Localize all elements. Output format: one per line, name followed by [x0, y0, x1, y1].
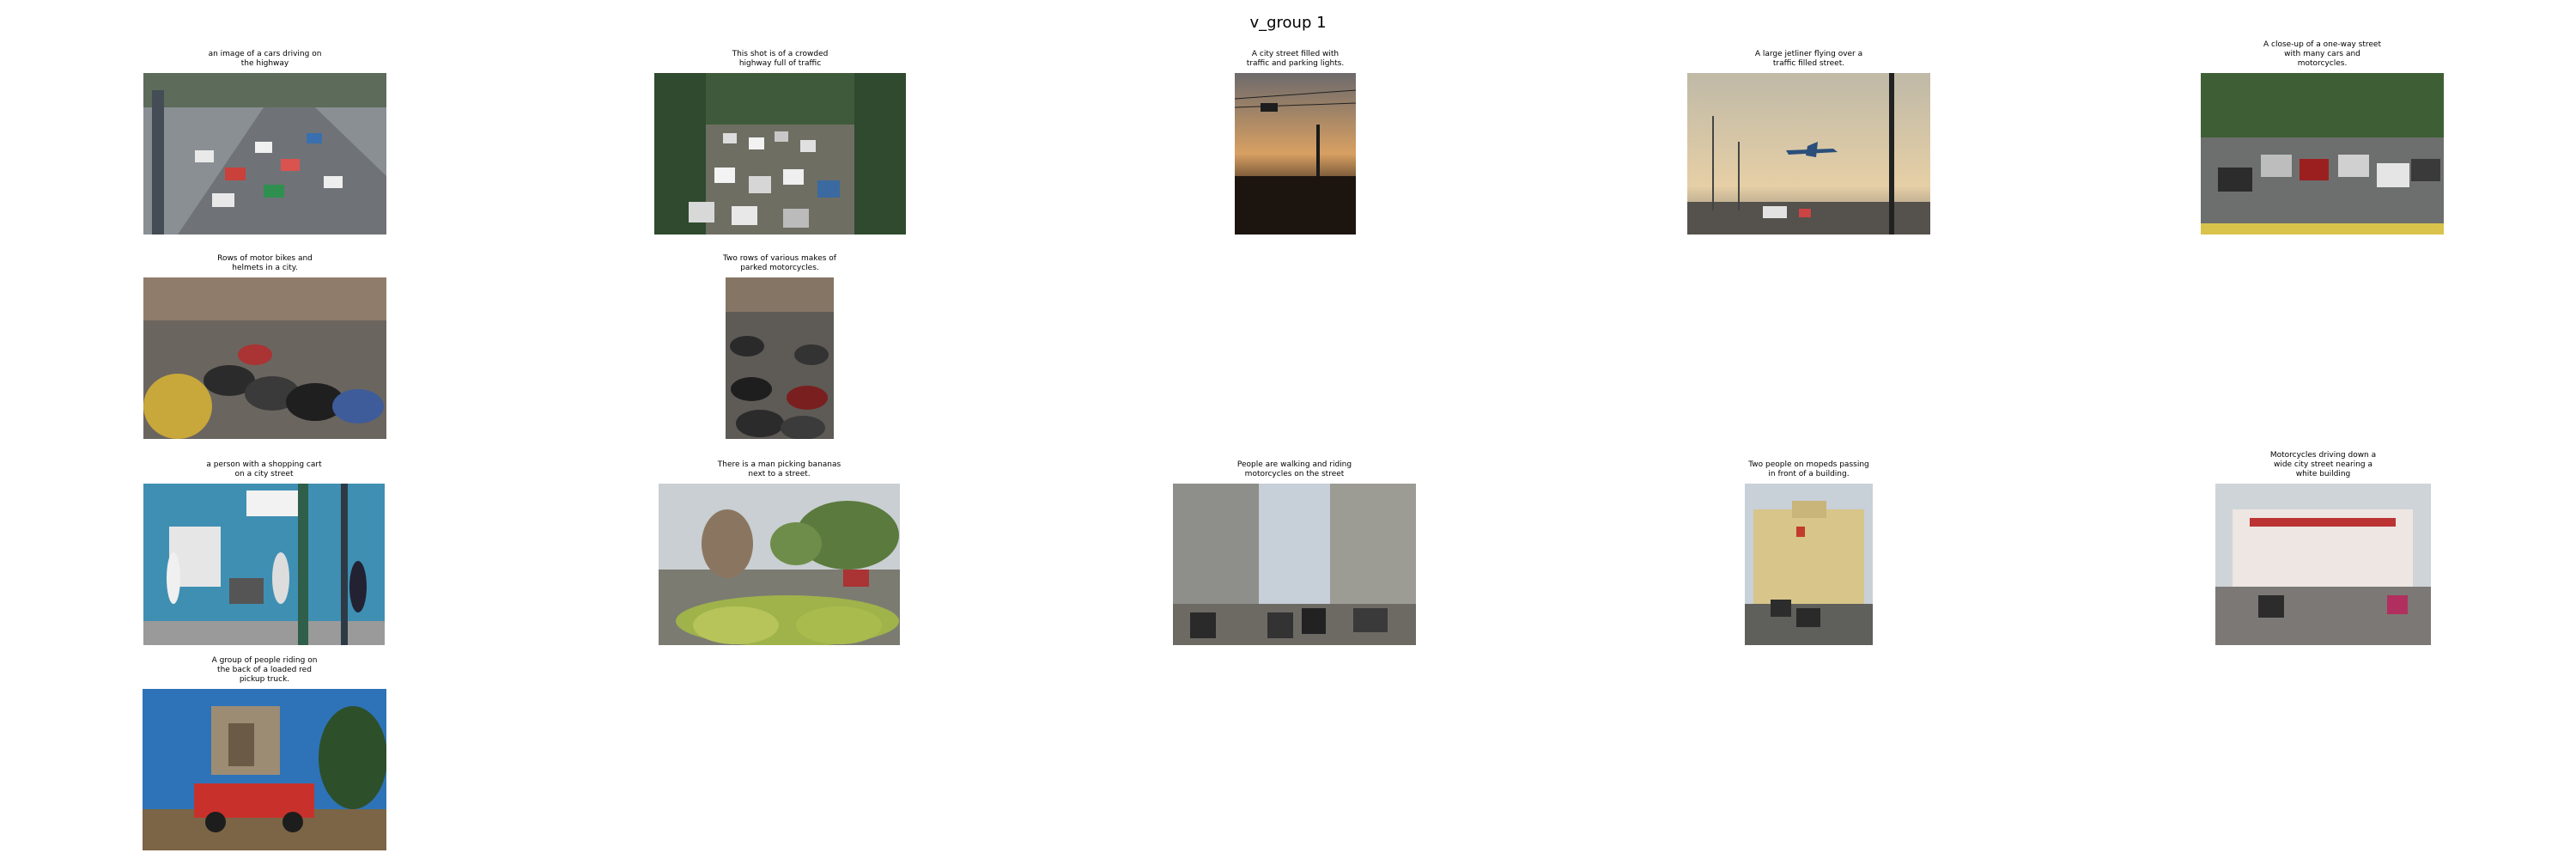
image-caption: A close-up of a one-way street with many… — [2263, 40, 2382, 68]
image-caption: A large jetliner flying over a traffic f… — [1754, 50, 1863, 68]
image-caption: an image of a cars driving on the highwa… — [208, 50, 322, 68]
crowded-highway-photo — [654, 73, 906, 235]
image-cell: A close-up of a one-way street with many… — [2201, 40, 2444, 235]
image-caption: Two rows of various makes of parked moto… — [723, 254, 836, 272]
image-cell: Two rows of various makes of parked moto… — [723, 254, 836, 439]
image-cell: Two people on mopeds passing in front of… — [1745, 460, 1873, 645]
image-caption: There is a man picking bananas next to a… — [717, 460, 841, 478]
image-caption: A city street filled with traffic and pa… — [1246, 50, 1345, 68]
image-cell: a person with a shopping cart on a city … — [143, 460, 385, 645]
image-cell: Rows of motor bikes and helmets in a cit… — [143, 254, 386, 439]
image-cell: an image of a cars driving on the highwa… — [143, 50, 386, 235]
red-pickup-truck-photo — [143, 689, 386, 850]
image-cell: A city street filled with traffic and pa… — [1235, 50, 1356, 235]
shopping-cart-street-photo — [143, 484, 385, 645]
one-way-street-photo — [2201, 73, 2444, 235]
image-caption: People are walking and riding motorcycle… — [1236, 460, 1352, 478]
motorcycle-street-photo — [1173, 484, 1416, 645]
white-building-street-photo — [2215, 484, 2431, 645]
image-caption: a person with a shopping cart on a city … — [206, 460, 322, 478]
parked-motorcycles-photo — [726, 277, 834, 439]
image-cell: People are walking and riding motorcycle… — [1173, 460, 1416, 645]
sunset-street-photo — [1235, 73, 1356, 235]
highway-traffic-photo — [143, 73, 386, 235]
figure-title: v_group 1 — [1249, 14, 1327, 32]
image-cell: This shot is of a crowded highway full o… — [654, 50, 906, 235]
image-caption: A group of people riding on the back of … — [211, 656, 318, 684]
jetliner-street-photo — [1687, 73, 1930, 235]
image-cell: A group of people riding on the back of … — [143, 656, 386, 850]
image-caption: Rows of motor bikes and helmets in a cit… — [217, 254, 313, 272]
parked-motorbikes-photo — [143, 277, 386, 439]
bananas-photo — [659, 484, 900, 645]
image-caption: This shot is of a crowded highway full o… — [732, 50, 829, 68]
mopeds-building-photo — [1745, 484, 1873, 645]
image-caption: Motorcycles driving down a wide city str… — [2269, 451, 2377, 478]
image-caption: Two people on mopeds passing in front of… — [1748, 460, 1869, 478]
image-cell: Motorcycles driving down a wide city str… — [2215, 451, 2431, 645]
image-cell: A large jetliner flying over a traffic f… — [1687, 50, 1930, 235]
image-cell: There is a man picking bananas next to a… — [659, 460, 900, 645]
